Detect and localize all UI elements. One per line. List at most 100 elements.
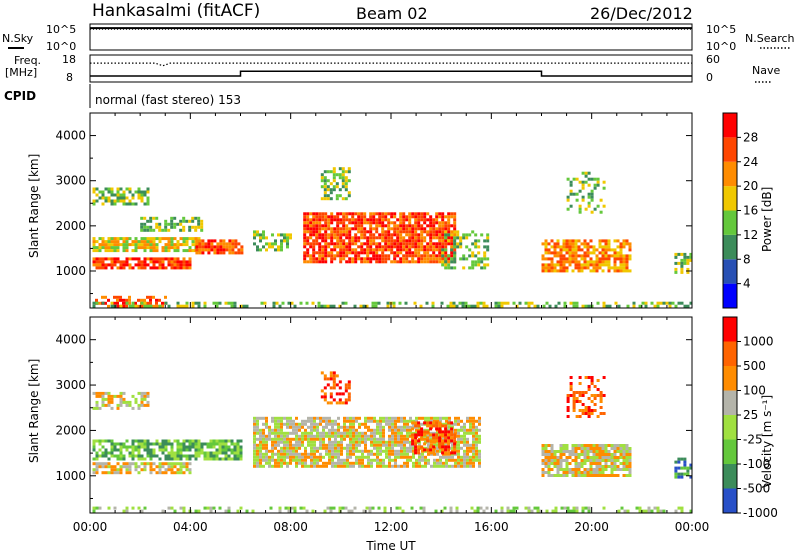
data-cell (330, 248, 334, 252)
data-cell (369, 212, 373, 216)
data-cell (116, 394, 120, 398)
data-cell (379, 419, 382, 423)
data-cell (592, 459, 596, 462)
data-cell (198, 245, 202, 249)
data-cell (149, 304, 153, 308)
data-cell (259, 464, 262, 468)
data-cell (110, 301, 114, 305)
data-cell (340, 443, 343, 447)
data-cell (328, 431, 331, 435)
data-cell (328, 440, 331, 444)
data-cell (414, 436, 418, 440)
data-cell (592, 471, 596, 474)
data-cell (625, 254, 629, 258)
data-cell (280, 239, 283, 243)
data-cell (301, 461, 304, 465)
data-cell (596, 379, 600, 382)
data-cell (351, 236, 355, 240)
data-cell (110, 468, 114, 472)
data-cell (173, 465, 177, 469)
data-cell (149, 266, 153, 270)
data-cell (388, 464, 391, 468)
data-cell (306, 239, 310, 243)
data-cell (478, 464, 481, 468)
data-cell (433, 458, 436, 462)
data-cell (409, 419, 412, 423)
data-cell (348, 236, 352, 240)
data-cell (405, 242, 409, 246)
data-cell (408, 221, 412, 225)
data-cell (580, 263, 584, 267)
data-cell (478, 461, 481, 465)
data-cell (680, 258, 684, 262)
data-cell (167, 228, 171, 232)
data-cell (566, 400, 570, 403)
data-cell (409, 449, 412, 453)
data-cell (375, 224, 379, 228)
data-cell (110, 400, 114, 404)
data-cell (307, 464, 310, 468)
data-cell (435, 248, 439, 252)
data-cell (218, 506, 222, 510)
data-cell (451, 455, 454, 459)
data-cell (411, 436, 415, 440)
data-cell (358, 443, 361, 447)
data-cell (460, 428, 463, 432)
data-cell (628, 465, 632, 468)
data-cell (601, 269, 605, 273)
data-cell (448, 455, 451, 459)
data-cell (388, 422, 391, 426)
data-cell (559, 251, 563, 255)
data-cell (429, 215, 433, 219)
data-cell (221, 442, 225, 446)
data-cell (321, 251, 325, 255)
data-cell (469, 443, 472, 447)
data-cell (568, 263, 572, 267)
data-cell (544, 465, 548, 468)
data-cell (310, 455, 313, 459)
data-cell (149, 465, 153, 469)
data-cell (574, 254, 578, 258)
data-cell (364, 440, 367, 444)
data-cell (373, 446, 376, 450)
data-cell (286, 431, 289, 435)
data-cell (197, 304, 201, 308)
data-cell (274, 452, 277, 456)
data-cell (464, 301, 468, 305)
data-cell (342, 248, 346, 252)
data-cell (332, 506, 336, 510)
data-cell (386, 301, 390, 305)
data-cell (340, 425, 343, 429)
data-cell (423, 230, 427, 234)
data-cell (568, 260, 572, 264)
data-cell (110, 199, 114, 203)
data-cell (451, 443, 454, 447)
data-cell (438, 442, 442, 446)
data-cell (598, 453, 602, 456)
data-cell (95, 439, 99, 443)
data-cell (191, 439, 195, 443)
data-cell (468, 233, 472, 237)
data-cell (625, 263, 629, 267)
data-cell (662, 301, 666, 305)
data-cell (271, 449, 274, 453)
data-cell (500, 301, 504, 305)
data-cell (182, 439, 186, 443)
data-cell (131, 406, 135, 410)
data-cell (140, 442, 144, 446)
data-cell (113, 295, 116, 299)
data-cell (574, 468, 578, 471)
data-cell (686, 466, 690, 470)
data-cell (544, 248, 548, 252)
data-cell (414, 260, 418, 264)
data-cell (140, 462, 144, 466)
data-cell (170, 451, 174, 455)
data-cell (328, 428, 331, 432)
data-cell (625, 444, 629, 447)
data-cell (581, 391, 585, 394)
data-cell (325, 449, 328, 453)
data-cell (592, 260, 596, 264)
data-cell (349, 455, 352, 459)
data-cell (143, 442, 147, 446)
data-cell (262, 458, 265, 462)
